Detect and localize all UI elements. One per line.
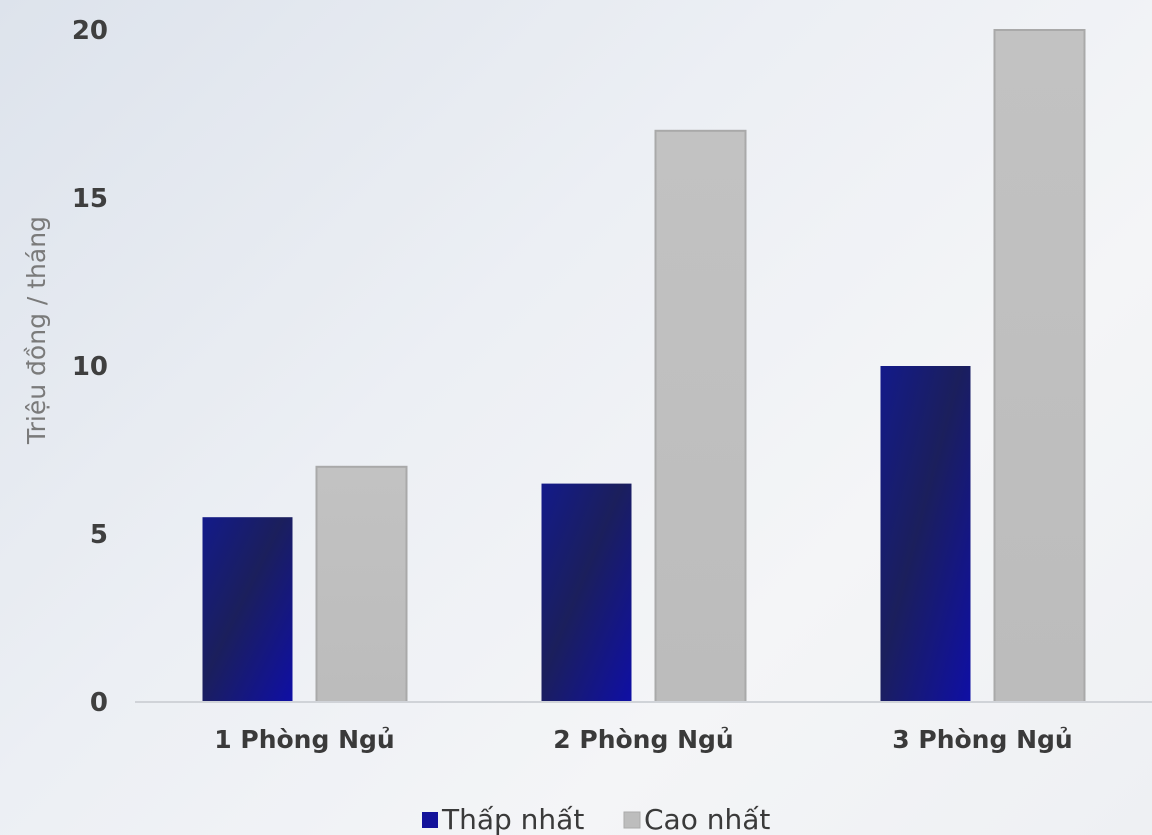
category-labels: 1 Phòng Ngủ 2 Phòng Ngủ 3 Phòng Ngủ [214, 725, 1072, 754]
y-tick-label: 20 [72, 16, 108, 46]
bar-high [993, 29, 1086, 703]
y-tick-label: 0 [90, 688, 108, 718]
legend-swatch-high [623, 811, 641, 829]
y-tick-label: 15 [72, 184, 108, 214]
y-tick-label: 10 [72, 352, 108, 382]
y-tick-labels: 0 5 10 15 20 [72, 16, 108, 718]
bar-low [202, 517, 293, 702]
legend-swatch-low [422, 812, 438, 828]
category-label: 3 Phòng Ngủ [892, 725, 1072, 754]
bar-high [654, 129, 747, 704]
y-axis-title: Triệu đồng / tháng [22, 216, 51, 445]
bar-low [880, 366, 971, 702]
legend-label-low: Thấp nhất [441, 803, 584, 835]
legend: Thấp nhất Cao nhất [422, 803, 770, 835]
bars [202, 29, 1086, 704]
legend-label-high: Cao nhất [644, 803, 770, 835]
y-tick-label: 5 [90, 520, 108, 550]
bar-low [541, 483, 632, 702]
bar-high [315, 465, 408, 703]
category-label: 2 Phòng Ngủ [553, 725, 733, 754]
category-label: 1 Phòng Ngủ [214, 725, 394, 754]
